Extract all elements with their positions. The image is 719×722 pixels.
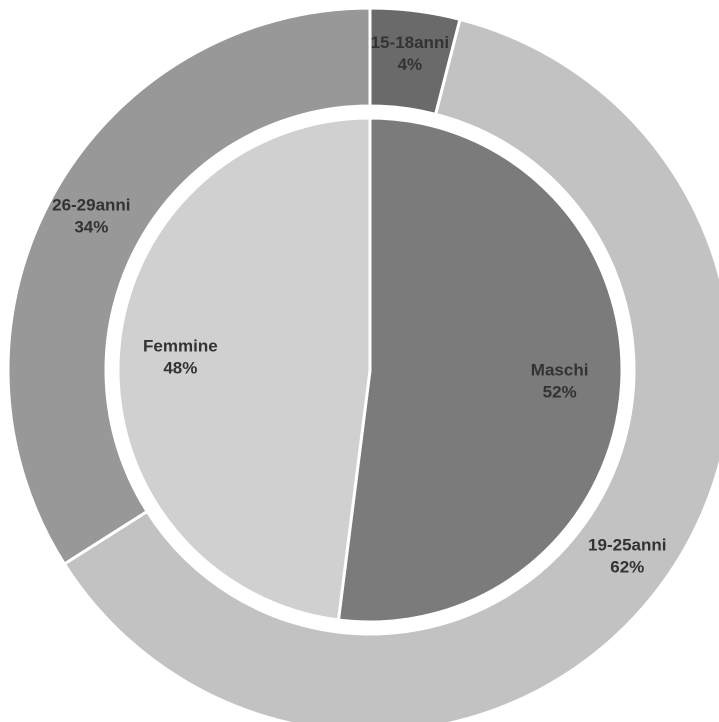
slice-label: Maschi bbox=[531, 360, 589, 379]
slice-value-label: 34% bbox=[74, 217, 108, 236]
slice-value-label: 62% bbox=[610, 557, 644, 576]
slice-value-label: 4% bbox=[398, 55, 423, 74]
slice-label: Femmine bbox=[143, 337, 218, 356]
slice bbox=[62, 17, 719, 722]
slice bbox=[336, 116, 624, 624]
slice-label: 26-29anni bbox=[52, 195, 130, 214]
slice-value-label: 48% bbox=[163, 359, 197, 378]
slice-label: 15-18anni bbox=[371, 33, 449, 52]
slice-label: 19-25anni bbox=[588, 535, 666, 554]
slice-value-label: 52% bbox=[543, 382, 577, 401]
slice bbox=[6, 6, 372, 567]
slice bbox=[116, 116, 372, 622]
